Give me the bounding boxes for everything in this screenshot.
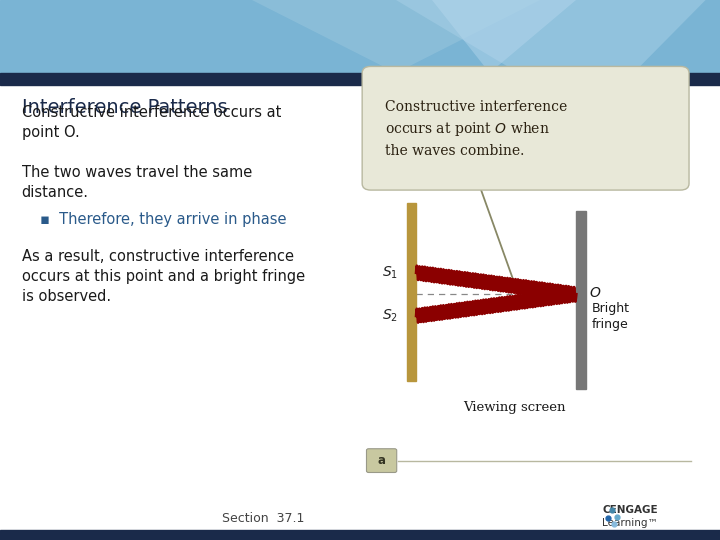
Text: ▪  Therefore, they arrive in phase: ▪ Therefore, they arrive in phase <box>40 212 286 227</box>
Text: $O$: $O$ <box>589 286 601 300</box>
Bar <box>0 73 720 85</box>
Text: Bright
fringe: Bright fringe <box>592 302 630 332</box>
Text: $S_2$: $S_2$ <box>382 308 398 324</box>
Text: Section  37.1: Section 37.1 <box>222 512 304 525</box>
Bar <box>576 211 586 389</box>
Polygon shape <box>396 0 706 73</box>
Bar <box>407 202 416 381</box>
Text: As a result, constructive interference
occurs at this point and a bright fringe
: As a result, constructive interference o… <box>22 249 305 304</box>
Bar <box>0 0 720 73</box>
Text: a: a <box>377 454 386 467</box>
FancyBboxPatch shape <box>366 449 397 472</box>
Text: The two waves travel the same
distance.: The two waves travel the same distance. <box>22 165 252 199</box>
Text: CENGAGE: CENGAGE <box>602 505 658 515</box>
Text: Interference Patterns: Interference Patterns <box>22 98 228 117</box>
Polygon shape <box>252 0 540 73</box>
Text: Viewing screen: Viewing screen <box>464 401 566 414</box>
Bar <box>0 530 720 540</box>
FancyBboxPatch shape <box>362 66 689 190</box>
Text: Constructive interference
occurs at point $O$ when
the waves combine.: Constructive interference occurs at poin… <box>385 99 567 158</box>
Polygon shape <box>432 0 576 73</box>
Text: Learning™: Learning™ <box>602 518 658 528</box>
Text: $S_1$: $S_1$ <box>382 265 398 281</box>
Text: Constructive interference occurs at
point O.: Constructive interference occurs at poin… <box>22 105 281 140</box>
